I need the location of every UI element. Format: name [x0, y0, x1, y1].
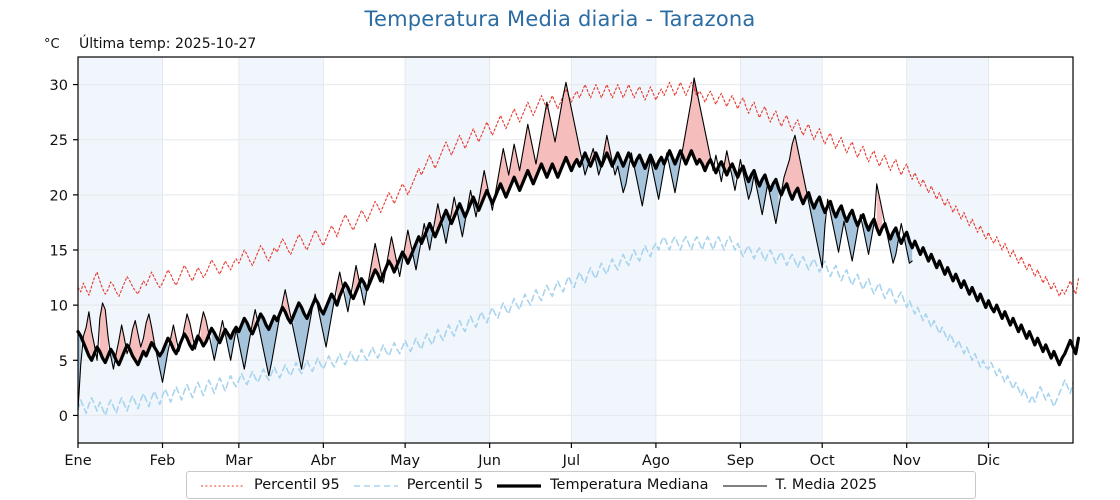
fill-warm-anomaly [184, 313, 193, 350]
x-tick-label: Abr [311, 453, 336, 469]
fill-warm-anomaly [129, 313, 155, 365]
x-tick-label: Sep [727, 453, 754, 469]
gridlines [78, 57, 1073, 443]
legend-label: Percentil 95 [254, 477, 340, 493]
y-axis-unit-label: °C [44, 37, 60, 52]
y-tick-label: 20 [50, 188, 68, 204]
axes: 0 5 10 15 20 25 30 Ene Feb Mar Abr May Jun Jul Ago Sep O… [50, 56, 1074, 469]
x-tick-label: Dic [977, 453, 1000, 469]
legend-swatch-solid [497, 478, 542, 492]
legend-label: Temperatura Mediana [550, 477, 709, 493]
page-title: Temperatura Media diaria - Tarazona [364, 7, 756, 31]
y-tick-label: 25 [50, 133, 68, 149]
fill-warm-anomaly [495, 82, 580, 198]
series-percentil-5 [77, 235, 1074, 417]
y-tick-label: 30 [50, 78, 68, 94]
legend-item[interactable]: Percentil 95 [187, 472, 340, 498]
fill-cool-anomaly [808, 192, 825, 268]
fill-cool-anomaly [361, 278, 367, 306]
y-tick-label: 5 [59, 354, 68, 370]
fill-cool-anomaly [743, 166, 779, 224]
x-tick-label: Jun [477, 453, 501, 469]
x-tick-label: Jul [562, 453, 581, 469]
chart-legend: Percentil 95 Percentil 5 Temperatura Media… [186, 471, 976, 499]
fill-cool-anomaly [257, 313, 280, 376]
fill-warm-anomaly [781, 135, 806, 204]
y-tick-label: 15 [50, 244, 68, 260]
series-temperatura-mediana [76, 149, 1081, 367]
legend-item[interactable]: Temperatura Mediana [483, 472, 709, 498]
x-tick-label: Nov [893, 453, 922, 469]
y-tick-label: 0 [59, 409, 68, 425]
legend-swatch-dashed [353, 478, 398, 492]
x-tick-label: Oct [810, 453, 835, 469]
legend-label: T. Media 2025 [775, 477, 877, 493]
fill-cool-anomaly [317, 294, 335, 348]
fill-warm-anomaly [683, 77, 711, 171]
fill-warm-anomaly [282, 289, 291, 323]
fill-cool-anomaly [884, 223, 899, 264]
legend-item[interactable]: Percentil 5 [340, 472, 483, 498]
fill-cool-anomaly [157, 338, 168, 383]
x-tick-label: Ene [64, 453, 91, 469]
x-tick-label: Ago [642, 453, 670, 469]
fill-cool-anomaly [903, 232, 913, 264]
x-tick-label: Feb [150, 453, 176, 469]
legend-label: Percentil 5 [406, 477, 484, 493]
last-temp-label: Última temp: 2025-10-27 [79, 36, 257, 52]
legend-swatch-dotted [201, 478, 245, 492]
series-percentil-95 [77, 81, 1079, 297]
fill-warm-anomaly [876, 183, 883, 235]
legend-item[interactable]: T. Media 2025 [709, 472, 877, 498]
x-tick-label: May [390, 453, 420, 469]
x-tick-label: Mar [225, 453, 252, 469]
y-tick-label: 10 [50, 299, 68, 315]
legend-swatch-solid [722, 478, 767, 492]
fill-warm-anomaly [478, 170, 487, 211]
series-lines [76, 77, 1081, 417]
